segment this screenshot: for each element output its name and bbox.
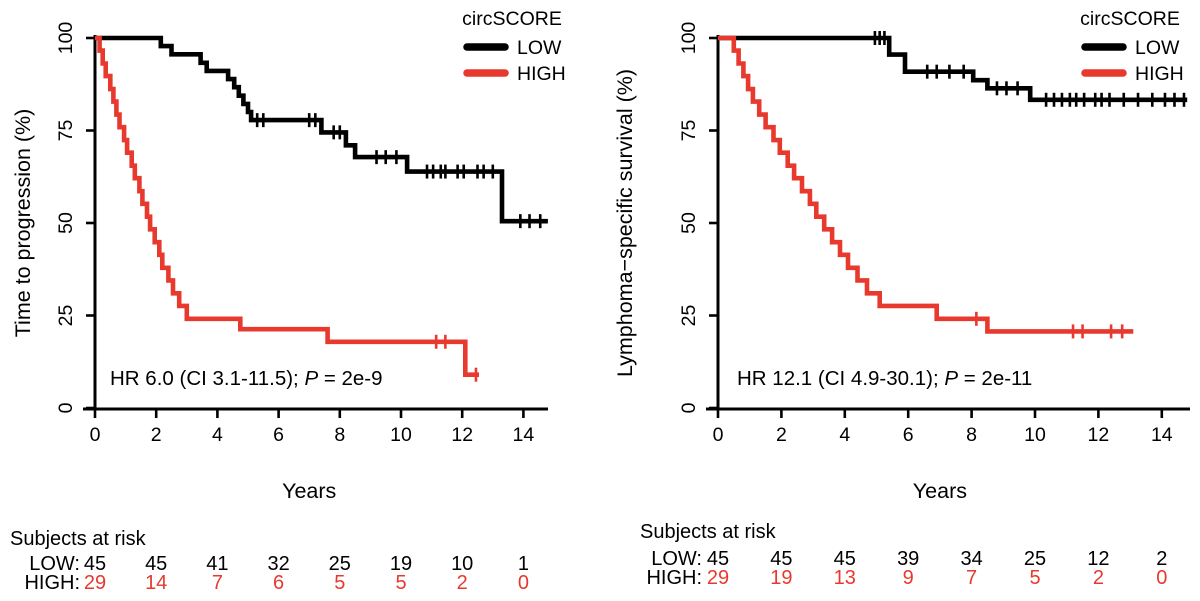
risk-count-low: 25	[1023, 548, 1047, 570]
risk-row-label-low: LOW:	[651, 548, 702, 570]
risk-count-high: 5	[334, 572, 346, 594]
risk-count-high: 7	[211, 572, 223, 594]
y-tick-label: 0	[678, 402, 700, 413]
km-curve-low	[95, 35, 548, 224]
x-tick-label: 4	[212, 424, 223, 446]
y-tick-label: 50	[678, 212, 700, 234]
legend-title: circSCORE	[462, 8, 562, 30]
risk-count-low: 45	[83, 553, 107, 575]
risk-count-low: 34	[960, 548, 983, 570]
x-tick-label: 0	[713, 424, 724, 446]
x-tick-label: 14	[1151, 424, 1173, 446]
x-tick-label: 2	[776, 424, 787, 446]
risk-count-low: 32	[267, 553, 290, 575]
y-tick-label: 75	[55, 120, 77, 142]
risk-count-low: 10	[451, 553, 474, 575]
risk-count-low: 45	[770, 548, 793, 570]
x-axis-title: Years	[913, 479, 967, 503]
x-tick-label: 14	[513, 424, 535, 446]
km-plot-time-to-progression: 0 2 4 6 8 10 12 14 0 25 50 75 100 Years Time to progre…	[11, 8, 566, 503]
x-tick-label: 6	[903, 424, 914, 446]
y-tick-label: 25	[678, 305, 700, 327]
x-tick-label: 8	[966, 424, 977, 446]
y-axis-title: Lymphoma−specific survival (%)	[613, 69, 637, 377]
risk-count-high: 13	[833, 567, 856, 589]
legend-title: circSCORE	[1080, 8, 1180, 30]
km-curve-high	[718, 35, 1134, 334]
x-tick-label: 2	[151, 424, 162, 446]
km-curve-high	[95, 35, 479, 377]
x-tick-label: 6	[273, 424, 284, 446]
x-tick-label: 10	[1024, 424, 1046, 446]
x-axis-title: Years	[282, 479, 336, 503]
y-tick-label: 75	[678, 120, 700, 142]
x-tick-label: 10	[390, 424, 412, 446]
risk-count-high: 9	[902, 567, 914, 589]
risk-count-low: 45	[833, 548, 856, 570]
risk-count-low: 19	[389, 553, 413, 575]
risk-row-label-low: LOW:	[29, 553, 80, 575]
km-plot-lymphoma-specific-survival: 0 2 4 6 8 10 12 14 0 25 50 75 100 Years Lymphoma−speci…	[613, 8, 1190, 503]
risk-row-label-high: HIGH:	[646, 567, 702, 589]
x-tick-label: 4	[839, 424, 850, 446]
risk-count-low: 45	[145, 553, 168, 575]
risk-count-low: 39	[897, 548, 920, 570]
y-tick-label: 50	[55, 212, 77, 234]
legend-high-label: HIGH	[1135, 63, 1184, 85]
x-tick-label: 12	[1088, 424, 1110, 446]
hr-annotation: HR 6.0 (CI 3.1-11.5); P = 2e-9	[110, 367, 383, 390]
risk-count-high: 2	[1092, 567, 1104, 589]
risk-count-high: 6	[273, 572, 285, 594]
risk-count-high: 14	[145, 572, 168, 594]
km-curve-low	[718, 35, 1188, 103]
risk-table-title: Subjects at risk	[640, 521, 776, 543]
risk-count-high: 0	[1156, 567, 1168, 589]
risk-count-low: 2	[1156, 548, 1168, 570]
risk-count-low: 1	[517, 553, 529, 575]
risk-count-high: 0	[517, 572, 529, 594]
risk-count-low: 41	[206, 553, 229, 575]
risk-count-high: 7	[966, 567, 978, 589]
risk-count-low: 12	[1087, 548, 1110, 570]
x-tick-label: 12	[451, 424, 473, 446]
risk-count-high: 5	[395, 572, 407, 594]
legend-low-label: LOW	[517, 37, 562, 59]
hr-annotation: HR 12.1 (CI 4.9-30.1); P = 2e-11	[737, 367, 1032, 390]
y-tick-label: 100	[678, 22, 700, 55]
risk-count-high: 19	[770, 567, 793, 589]
x-tick-label: 0	[90, 424, 101, 446]
y-tick-label: 25	[55, 305, 77, 327]
y-tick-label: 0	[55, 402, 77, 413]
risk-count-high: 29	[706, 567, 730, 589]
risk-count-high: 2	[456, 572, 468, 594]
y-axis-title: Time to progression (%)	[11, 109, 35, 338]
risk-count-low: 45	[706, 548, 730, 570]
risk-count-low: 25	[328, 553, 351, 575]
risk-table-title: Subjects at risk	[10, 528, 146, 550]
legend-low-label: LOW	[1135, 37, 1180, 59]
risk-row-label-high: HIGH:	[24, 572, 80, 594]
legend-high-label: HIGH	[517, 63, 566, 85]
y-tick-label: 100	[55, 22, 77, 55]
x-tick-label: 8	[334, 424, 345, 446]
risk-count-high: 29	[83, 572, 107, 594]
risk-count-high: 5	[1029, 567, 1041, 589]
